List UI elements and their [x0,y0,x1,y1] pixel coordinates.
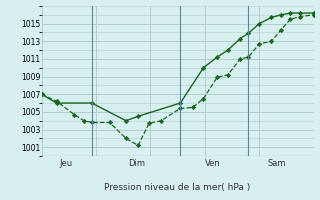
Text: Dim: Dim [128,159,145,168]
Text: Jeu: Jeu [60,159,73,168]
Text: Ven: Ven [205,159,221,168]
Text: Sam: Sam [268,159,286,168]
Text: Pression niveau de la mer( hPa ): Pression niveau de la mer( hPa ) [104,183,251,192]
